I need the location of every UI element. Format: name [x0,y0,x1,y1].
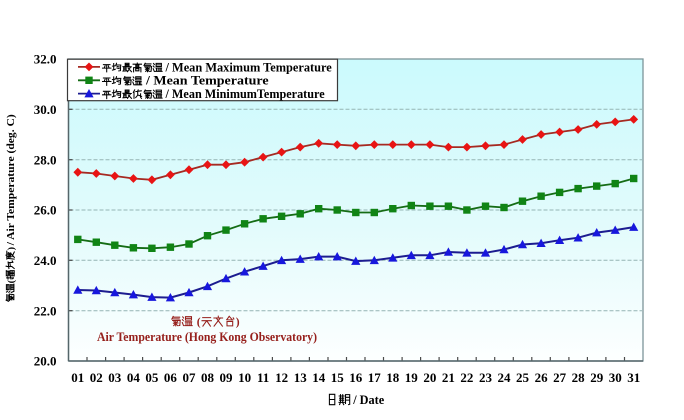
svg-text:22: 22 [460,370,473,385]
svg-text:15: 15 [331,370,345,385]
svg-text:24.0: 24.0 [34,253,57,268]
svg-text:08: 08 [201,370,215,385]
svg-text:28.0: 28.0 [34,152,57,167]
svg-text:28: 28 [572,370,586,385]
svg-text:/ Date: / Date [352,393,384,407]
svg-text:20: 20 [423,370,436,385]
svg-text:10: 10 [238,370,251,385]
svg-text:22.0: 22.0 [34,303,57,318]
svg-text:16: 16 [349,370,363,385]
svg-text:01: 01 [71,370,84,385]
svg-text:/ Air Temperature (deg. C): / Air Temperature (deg. C) [6,114,17,246]
svg-text:09: 09 [220,370,234,385]
svg-text:03: 03 [108,370,122,385]
svg-text:(: ( [197,316,201,329]
svg-text:11: 11 [257,370,269,385]
svg-text:): ) [236,316,240,329]
svg-text:07: 07 [183,370,197,385]
svg-text:12: 12 [275,370,288,385]
svg-text:30: 30 [609,370,622,385]
svg-text:06: 06 [164,370,178,385]
svg-text:04: 04 [127,370,141,385]
svg-text:24: 24 [498,370,512,385]
svg-text:32.0: 32.0 [34,52,57,67]
svg-text:31: 31 [627,370,640,385]
svg-text:13: 13 [294,370,308,385]
svg-text:(: ( [6,280,17,283]
svg-text:/ Mean MinimumTemperature: / Mean MinimumTemperature [165,87,326,101]
svg-text:14: 14 [312,370,326,385]
svg-text:05: 05 [145,370,159,385]
svg-text:19: 19 [405,370,419,385]
svg-text:/ Mean Temperature: / Mean Temperature [145,74,269,88]
svg-text:): ) [6,247,17,250]
svg-text:20.0: 20.0 [34,354,57,369]
svg-text:23: 23 [479,370,493,385]
svg-text:29: 29 [590,370,604,385]
svg-text:30.0: 30.0 [34,102,57,117]
svg-text:Air Temperature (Hong Kong Obs: Air Temperature (Hong Kong Observatory) [97,329,317,344]
svg-text:26.0: 26.0 [34,203,57,218]
svg-text:27: 27 [553,370,567,385]
svg-text:17: 17 [368,370,382,385]
svg-text:18: 18 [386,370,400,385]
svg-text:26: 26 [535,370,549,385]
svg-text:/ Mean Maximum Temperature: / Mean Maximum Temperature [165,60,333,74]
svg-text:21: 21 [442,370,455,385]
svg-text:02: 02 [90,370,103,385]
svg-text:25: 25 [516,370,530,385]
